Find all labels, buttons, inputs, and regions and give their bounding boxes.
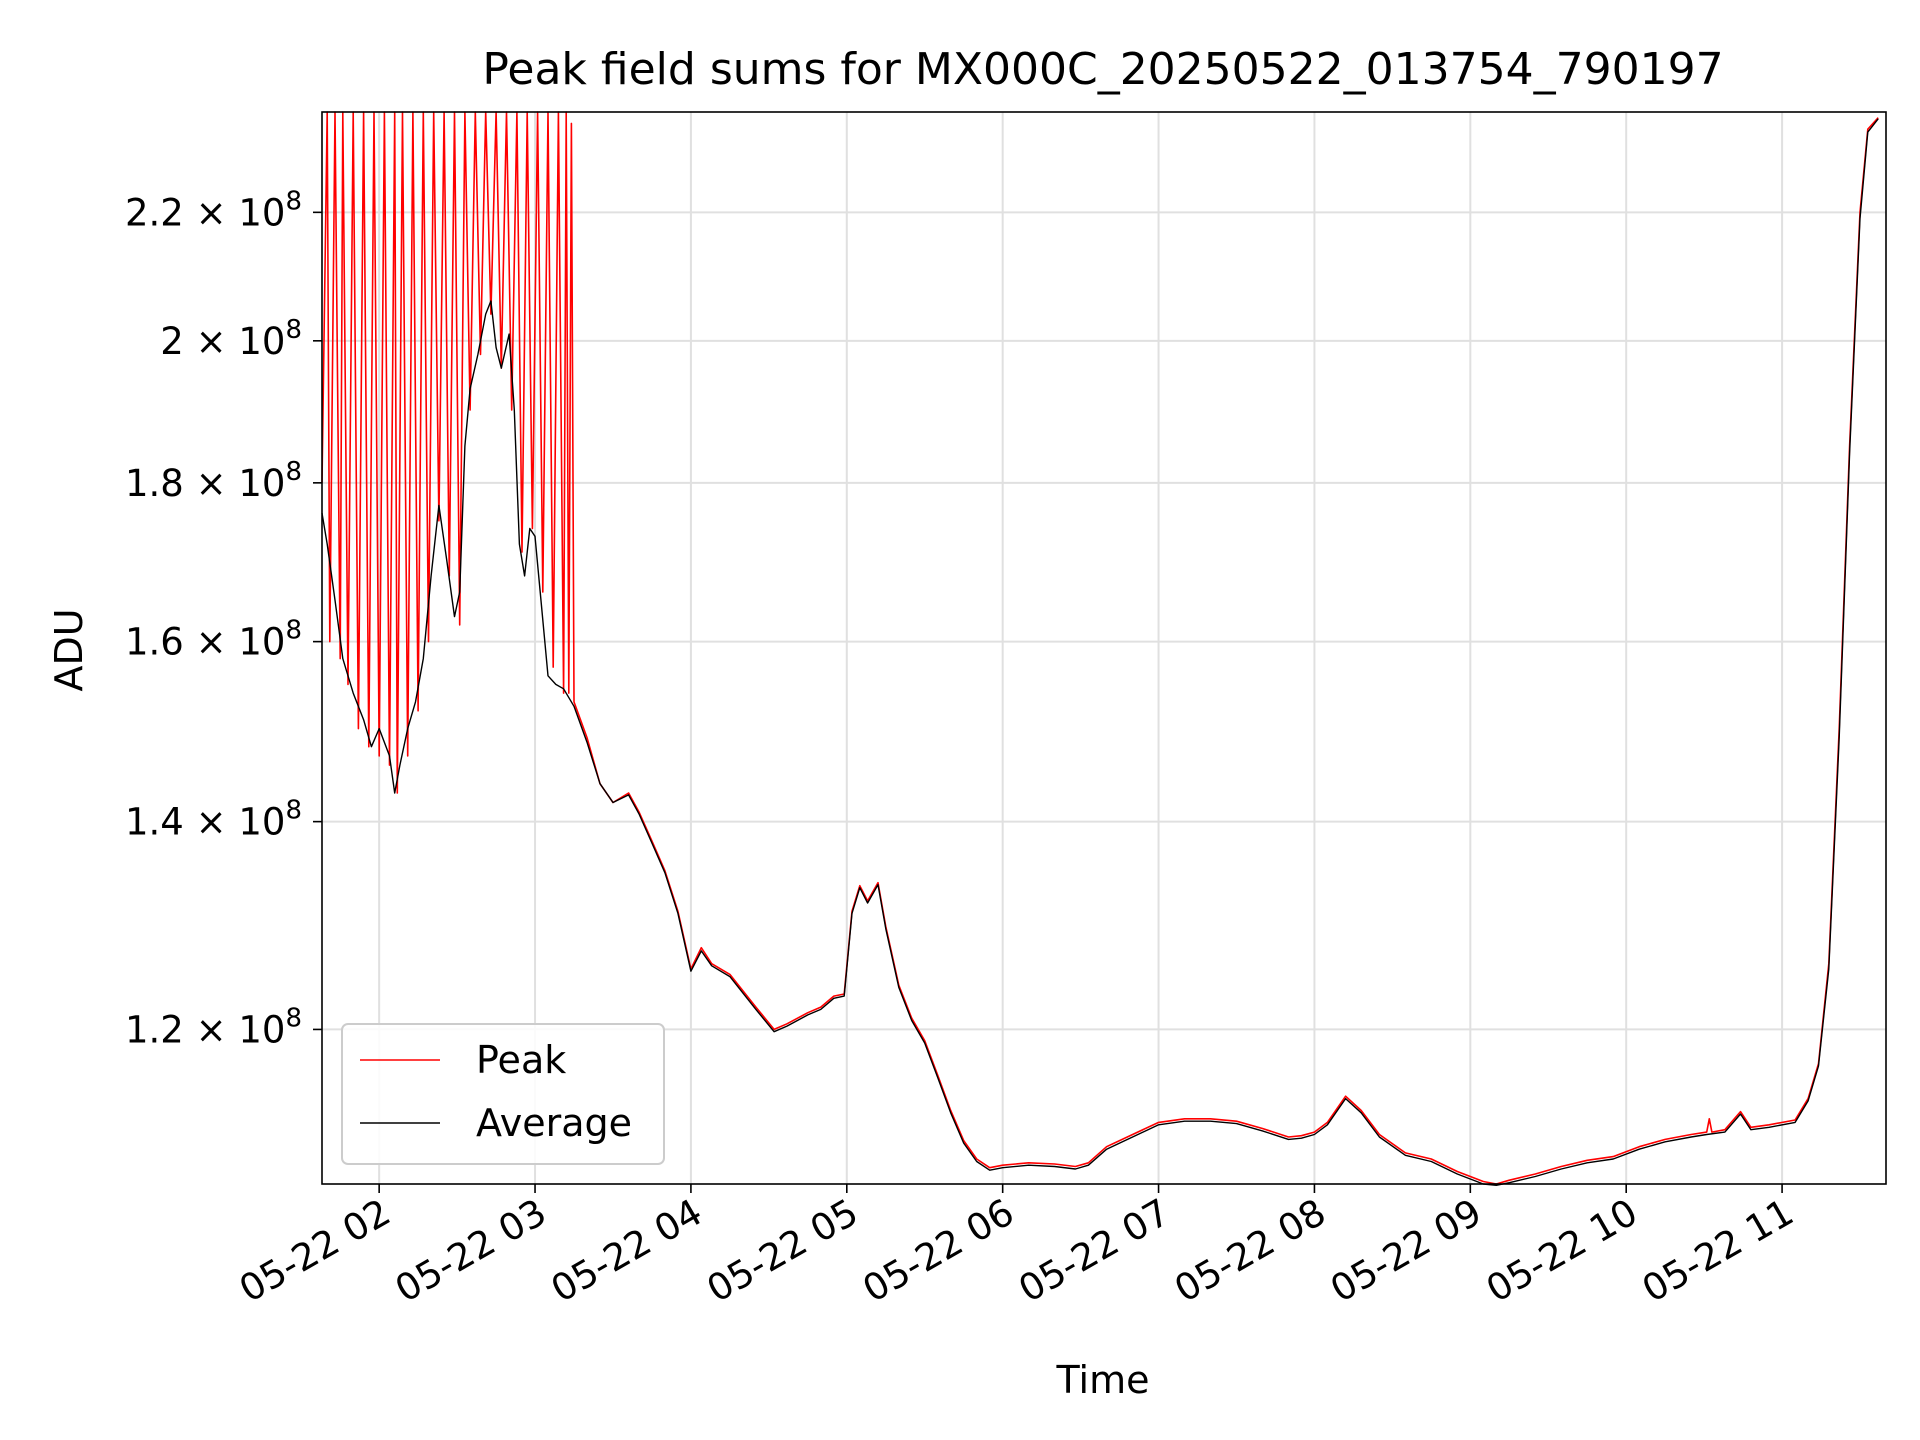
y-tick-label: 1.2 × 108 [125, 1003, 302, 1051]
series-line-peak [321, 111, 1879, 1185]
y-tick-label: 1.4 × 108 [125, 796, 302, 844]
y-tick-label: 1.8 × 108 [125, 457, 302, 505]
legend: Peak Average [341, 1023, 665, 1165]
y-tick-label: 1.6 × 108 [125, 616, 302, 664]
legend-box [341, 1023, 665, 1165]
legend-label-peak: Peak [476, 1038, 566, 1082]
series-lines [321, 111, 1879, 1186]
plot-frame [321, 111, 1887, 1185]
y-axis: 1.2 × 108 1.4 × 108 1.6 × 108 1.8 × 108 2 × … [125, 186, 322, 1051]
series-line-average [321, 118, 1879, 1186]
y-tick-label: 2 × 108 [160, 315, 302, 363]
x-axis-label: Time [1056, 1358, 1150, 1402]
y-tick-label: 2.2 × 108 [125, 186, 302, 234]
chart-title: Peak field sums for MX000C_20250522_0137… [482, 44, 1723, 95]
y-axis-label: ADU [47, 608, 91, 691]
legend-label-average: Average [476, 1101, 632, 1145]
